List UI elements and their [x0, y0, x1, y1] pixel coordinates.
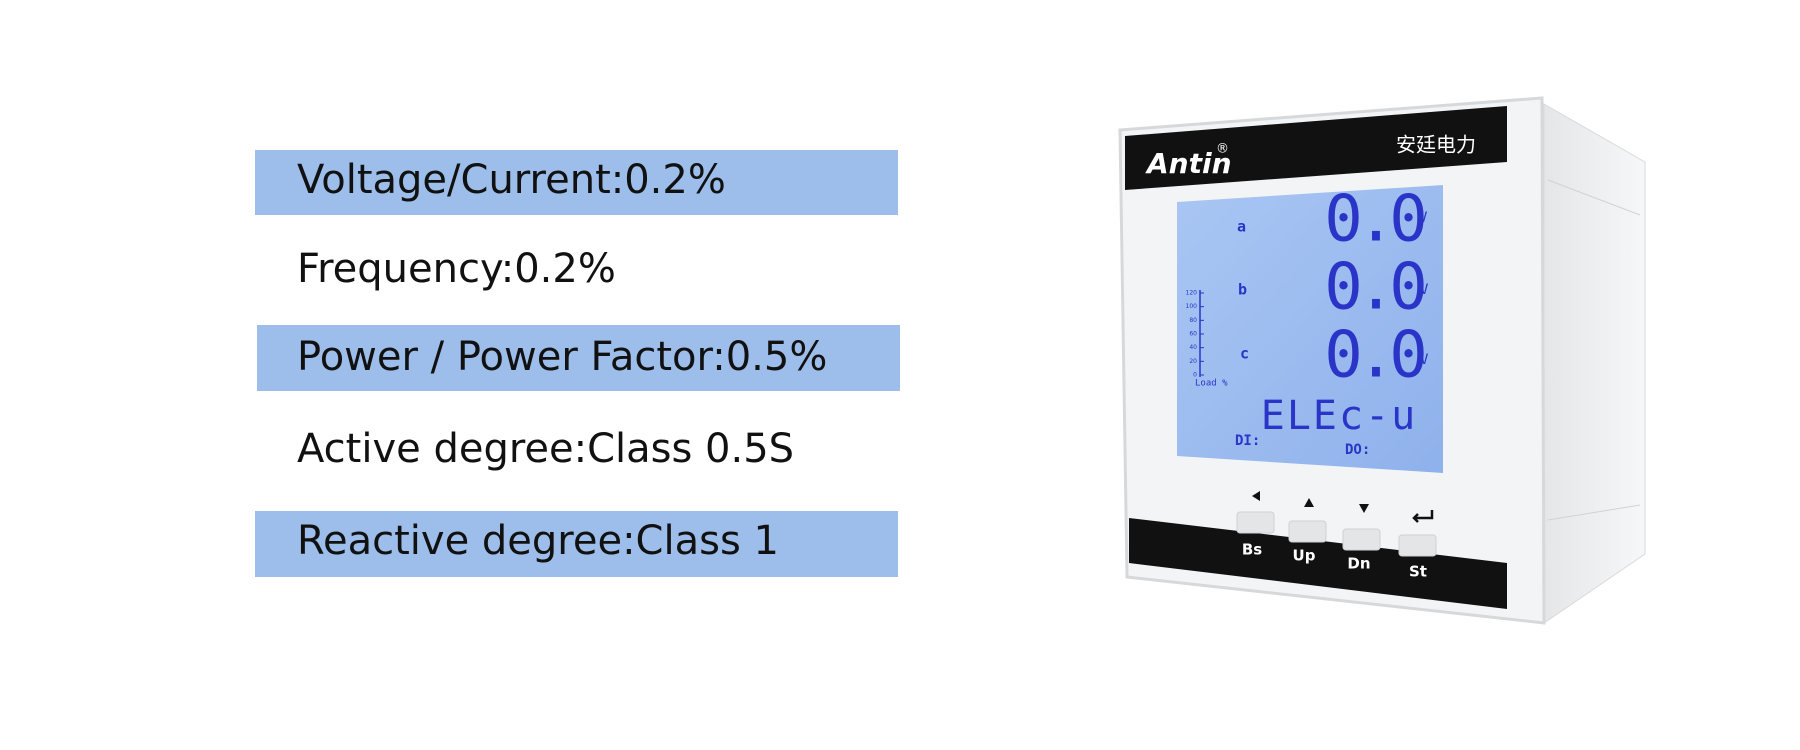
spec-highlight — [255, 150, 898, 215]
scale-label: 0 — [1193, 372, 1197, 379]
brand-mark: ® — [1216, 142, 1229, 157]
button[interactable] — [1236, 511, 1275, 534]
button[interactable] — [1398, 534, 1437, 557]
scale-label: 120 — [1186, 290, 1198, 297]
company-name: 安廷电力 — [1396, 133, 1476, 157]
phase-label: c — [1240, 345, 1249, 363]
unit: V — [1419, 210, 1428, 226]
bottom-band — [1129, 518, 1507, 609]
lcd-screen — [1177, 185, 1443, 473]
spec-highlight — [257, 325, 900, 391]
do-label: DO: — [1345, 442, 1370, 458]
icon-left — [1252, 491, 1260, 501]
scale-label: 20 — [1189, 358, 1197, 365]
spec-item: Voltage/Current:0.2% — [297, 157, 726, 203]
scale-label: 40 — [1189, 344, 1197, 351]
spec-item: Power / Power Factor:0.5% — [297, 334, 827, 380]
reading: 0.0 — [1324, 183, 1424, 257]
reading: 0.0 — [1324, 251, 1424, 325]
scale-label: 100 — [1186, 303, 1198, 310]
top-band — [1125, 106, 1507, 190]
scale-label: 60 — [1189, 331, 1197, 338]
scale-label: 80 — [1189, 317, 1197, 324]
mode-text: ELEc-u — [1261, 393, 1418, 439]
di-label: DI: — [1235, 433, 1260, 449]
button-label: St — [1409, 563, 1427, 581]
unit: V — [1420, 282, 1429, 298]
device-side — [1543, 103, 1646, 624]
button[interactable] — [1342, 528, 1381, 551]
button-label: Up — [1293, 547, 1316, 565]
icon-up — [1304, 498, 1314, 507]
brand: Antin — [1145, 147, 1232, 180]
phase-label: a — [1237, 218, 1246, 236]
meter-device: Antin ® 安廷电力 a b c 0.0 0.0 0.0 V V V ELE… — [1118, 96, 1646, 625]
load-scale: 120 100 80 60 40 20 0 — [1186, 290, 1204, 379]
unit: V — [1420, 352, 1429, 368]
spec-highlight — [255, 511, 898, 577]
spec-item: Active degree:Class 0.5S — [297, 426, 794, 472]
button[interactable] — [1288, 520, 1327, 543]
spec-item: Frequency:0.2% — [297, 246, 616, 292]
button-label: Dn — [1347, 555, 1370, 573]
load-label: Load % — [1195, 379, 1228, 389]
reading: 0.0 — [1324, 319, 1424, 393]
spec-list: Voltage/Current:0.2% Frequency:0.2% Powe… — [255, 150, 900, 577]
spec-item: Reactive degree:Class 1 — [297, 518, 779, 564]
phase-label: b — [1238, 281, 1247, 299]
button-label: Bs — [1242, 541, 1262, 559]
device-rib — [1547, 179, 1641, 216]
icon-down — [1359, 504, 1369, 513]
device-rib — [1547, 504, 1641, 521]
icon-enter — [1412, 510, 1434, 523]
